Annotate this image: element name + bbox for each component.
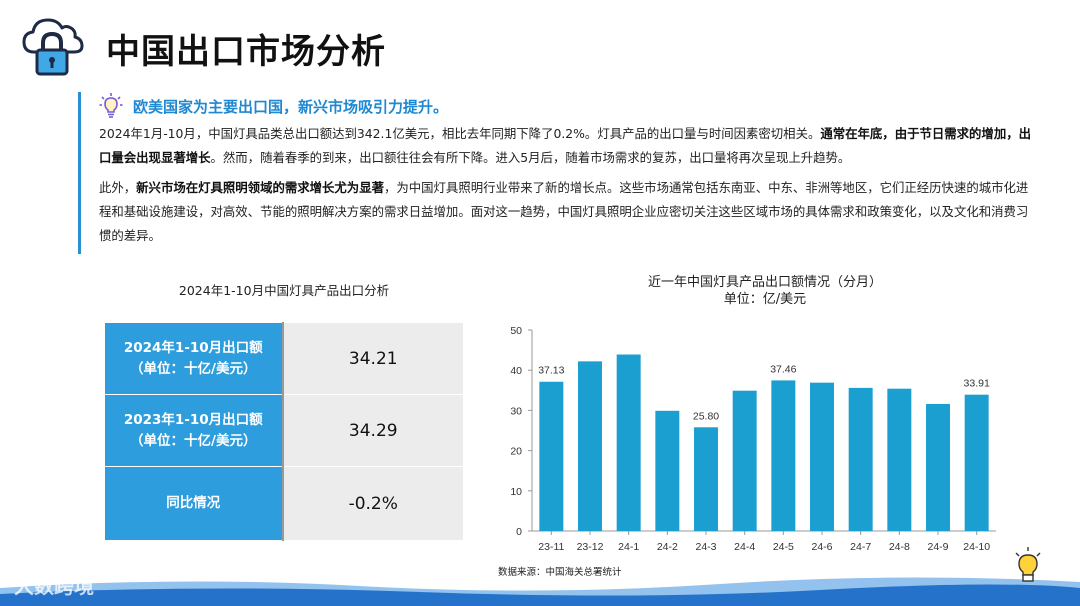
bar [926, 403, 950, 531]
table-row-value: 34.21 [281, 322, 464, 395]
chart-title: 近一年中国灯具产品出口额情况（分月） [647, 275, 882, 290]
lightbulb-idea-icon [99, 93, 123, 118]
table-row: 同比情况 -0.2% [104, 466, 464, 541]
row-label-line1: 2023年1-10月出口额 [123, 411, 263, 428]
intro-section: 欧美国家为主要出口国，新兴市场吸引力提升。 2024年1月-10月，中国灯具品类… [78, 92, 1038, 254]
x-tick-label: 24-7 [850, 541, 871, 553]
bar [848, 387, 873, 531]
x-tick-label: 24-10 [963, 541, 990, 553]
table-row-label: 2023年1-10月出口额 （单位：十亿/美元） [104, 394, 283, 467]
footer-wave-decoration [0, 577, 1080, 606]
data-label: 33.91 [964, 378, 990, 390]
paragraph-2: 此外，新兴市场在灯具照明领域的需求增长尤为显著，为中国灯具照明行业带来了新的增长… [99, 176, 1035, 248]
x-tick-label: 23-11 [538, 541, 564, 553]
x-tick-label: 24-3 [695, 541, 716, 553]
paragraph-2-text-c: ，为中国灯具照明行业带来了新的增长点。这些市场通常包括东南亚、中东、非洲等地区，… [99, 180, 1029, 243]
table-row: 2023年1-10月出口额 （单位：十亿/美元） 34.29 [104, 394, 464, 467]
paragraph-1-text-c: 。然而，随着春季的到来，出口额往往会有所下降。进入5月后，随着市场需求的复苏，出… [210, 150, 851, 165]
paragraph-1: 2024年1月-10月，中国灯具品类总出口额达到342.1亿美元，相比去年同期下… [99, 122, 1035, 170]
table-title: 2024年1-10月中国灯具产品出口分析 [178, 283, 390, 298]
bar [732, 390, 757, 531]
data-label: 37.13 [538, 365, 564, 377]
table-row-value: -0.2% [281, 466, 464, 541]
x-tick-label: 24-9 [927, 541, 948, 553]
row-label-line2: （单位：十亿/美元） [130, 360, 257, 377]
row-label-line1: 2024年1-10月出口额 [123, 339, 263, 356]
bar [616, 354, 641, 531]
chart-title-block: 近一年中国灯具产品出口额情况（分月） 单位：亿/美元 [530, 274, 1000, 308]
paragraph-1-emphasis: 通常在年底，由于节日需求的增加，出口量会出现显著增长 [99, 126, 1031, 165]
table-row-label: 2024年1-10月出口额 （单位：十亿/美元） [104, 322, 283, 395]
x-tick-label: 23-12 [577, 541, 604, 553]
table-row-value: 34.29 [281, 394, 464, 467]
x-tick-label: 24-2 [657, 541, 678, 553]
data-label: 25.80 [693, 410, 719, 422]
x-tick-label: 24-8 [889, 541, 910, 553]
paragraph-1-text-a: 2024年1月-10月，中国灯具品类总出口额达到342.1亿美元，相比去年同期下… [99, 126, 821, 141]
bar [539, 381, 564, 531]
bar [694, 427, 718, 531]
page-title: 中国出口市场分析 [106, 32, 386, 72]
table-row: 2024年1-10月出口额 （单位：十亿/美元） 34.21 [104, 322, 464, 395]
y-tick-label: 20 [510, 446, 522, 458]
y-tick-label: 10 [510, 486, 522, 498]
export-summary-table: 2024年1-10月出口额 （单位：十亿/美元） 34.21 2023年1-10… [104, 322, 464, 541]
table-row-label: 同比情况 [104, 466, 283, 541]
row-label-line1: 同比情况 [166, 495, 221, 511]
y-tick-label: 50 [510, 325, 522, 337]
y-tick-label: 40 [510, 365, 522, 377]
bar [655, 410, 680, 531]
x-tick-label: 24-4 [734, 541, 755, 553]
cloud-lock-icon [22, 18, 84, 76]
bar [771, 380, 796, 531]
monthly-export-bar-chart: 0 10 20 30 40 50 23-11 37.13 23-12 24-1 24-2 24-3 25… [510, 325, 996, 553]
x-tick-label: 24-6 [811, 541, 832, 553]
y-tick-label: 30 [510, 405, 522, 417]
intro-heading: 欧美国家为主要出口国，新兴市场吸引力提升。 [133, 98, 449, 116]
y-tick-label: 0 [516, 526, 522, 538]
bar [964, 394, 989, 531]
bar [810, 382, 834, 531]
paragraph-2-emphasis: 新兴市场在灯具照明领域的需求增长尤为显著 [136, 180, 384, 195]
paragraph-2-text-a: 此外， [99, 180, 137, 195]
chart-subtitle: 单位：亿/美元 [723, 292, 807, 307]
footer-brand-logo: 大数跨境 [14, 574, 94, 598]
x-tick-label: 24-1 [618, 541, 639, 553]
bar [887, 388, 912, 531]
x-tick-label: 24-5 [773, 541, 794, 553]
bar [578, 361, 602, 531]
row-label-line2: （单位：十亿/美元） [130, 432, 257, 449]
light-bulb-icon [1015, 547, 1041, 582]
source-note: 数据来源：中国海关总署统计 [498, 567, 622, 578]
data-label: 37.46 [770, 363, 796, 375]
